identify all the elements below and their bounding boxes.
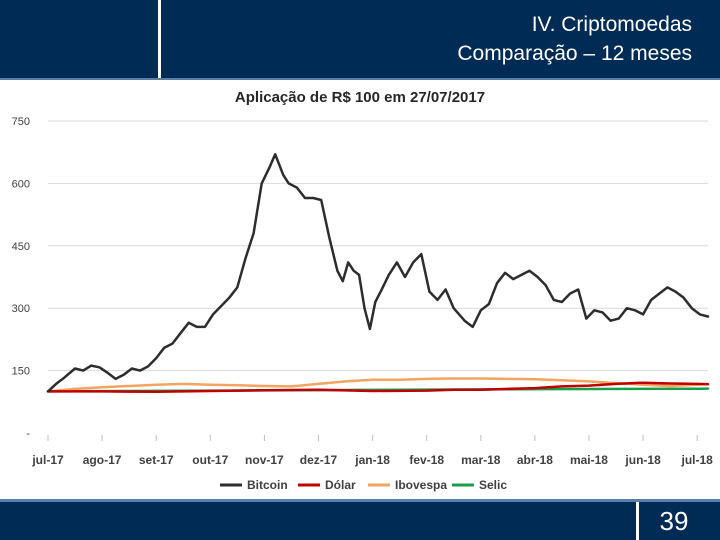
header-bar (0, 0, 720, 78)
x-tick-label: mai-18 (570, 453, 608, 467)
footer-bar (0, 502, 720, 540)
footer-rule (0, 499, 720, 502)
legend-label-ibovespa: Ibovespa (395, 478, 447, 492)
x-tick-label: out-17 (192, 453, 228, 467)
x-tick-label: fev-18 (409, 453, 444, 467)
line-chart: Aplicação de R$ 100 em 27/07/2017 - 150 30… (12, 89, 714, 492)
x-tick-label: dez-17 (300, 453, 338, 467)
y-tick-label: 300 (12, 303, 30, 315)
series-line-bitcoin (46, 153, 710, 393)
y-tick-label: 150 (12, 366, 30, 378)
x-tick-label: nov-17 (245, 453, 284, 467)
y-tick-label: 750 (12, 116, 30, 128)
legend-label-selic: Selic (479, 478, 507, 492)
x-tick-label: jul-18 (681, 453, 714, 467)
x-tick-label: jan-18 (354, 453, 390, 467)
header-divider (158, 0, 161, 78)
x-tick-label: abr-18 (517, 453, 553, 467)
footer-divider (636, 502, 639, 540)
legend-label-bitcoin: Bitcoin (247, 478, 288, 492)
x-tick-label: jun-18 (624, 453, 661, 467)
y-tick-label: - (26, 428, 30, 440)
slide-title: IV. Criptomoedas Comparação – 12 meses (457, 10, 692, 68)
series-line-dolar (46, 381, 710, 394)
x-tick-label: mar-18 (461, 453, 501, 467)
chart-title: Aplicação de R$ 100 em 27/07/2017 (235, 89, 485, 106)
x-tick-label: jul-17 (31, 453, 64, 467)
chart-container: Aplicação de R$ 100 em 27/07/2017 - 150 30… (0, 80, 720, 498)
page-number: 39 (659, 506, 689, 536)
legend-label-dolar: Dólar (325, 478, 356, 492)
slide-title-line-1: IV. Criptomoedas (531, 13, 692, 36)
header-rule (0, 78, 720, 80)
y-tick-label: 600 (12, 178, 30, 190)
slide-title-line-2: Comparação – 12 meses (457, 42, 692, 65)
x-tick-label: ago-17 (83, 453, 122, 467)
x-tick-label: set-17 (139, 453, 174, 467)
y-tick-label: 450 (12, 241, 30, 253)
series-line-ibovespa (46, 377, 710, 393)
